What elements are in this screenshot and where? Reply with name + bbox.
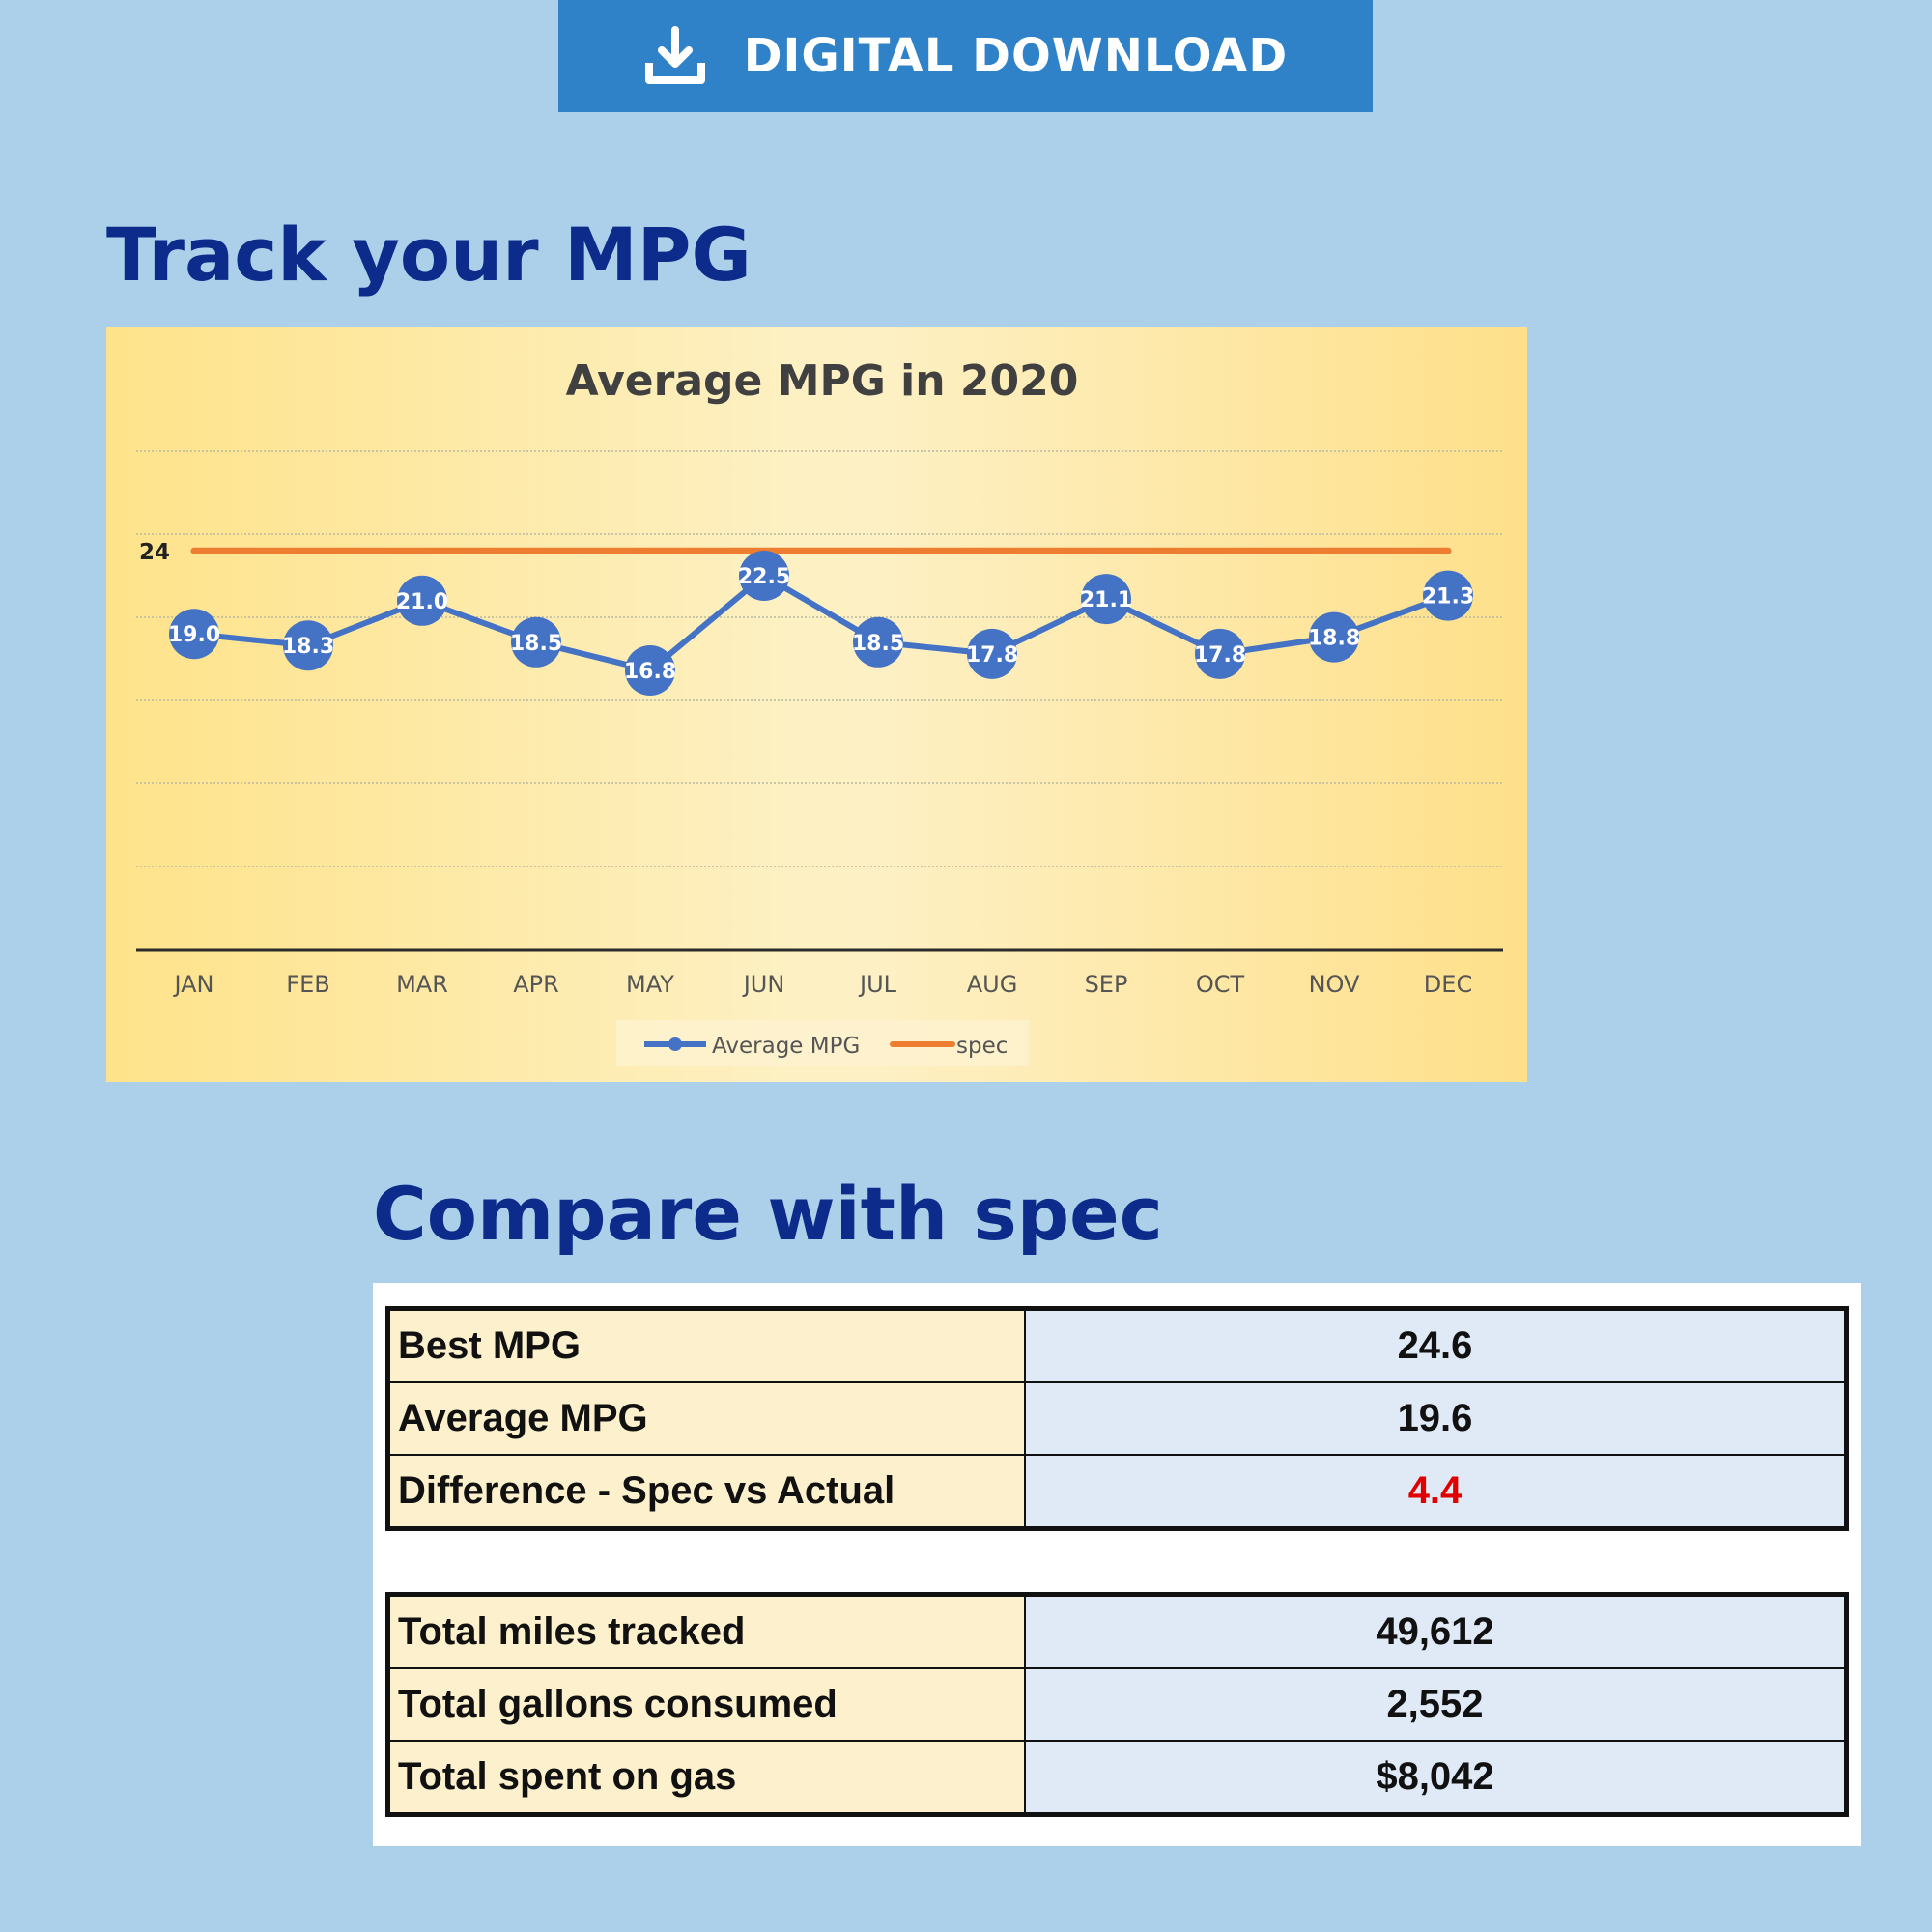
x-tick-label: MAY xyxy=(626,971,674,998)
x-tick-label: SEP xyxy=(1085,971,1128,998)
average-mpg-point xyxy=(853,616,903,668)
row-label: Total miles tracked xyxy=(386,1593,1026,1669)
table-row: Best MPG 24.6 xyxy=(386,1307,1848,1383)
row-label: Total gallons consumed xyxy=(386,1667,1026,1742)
average-mpg-point xyxy=(1309,611,1359,663)
average-mpg-data-label: 17.8 xyxy=(966,643,1018,668)
legend-spec-label: spec xyxy=(956,1034,1008,1059)
row-value: 19.6 xyxy=(1024,1381,1848,1456)
x-tick-label: NOV xyxy=(1309,971,1360,998)
x-tick-label: FEB xyxy=(286,971,329,998)
table-row: Difference - Spec vs Actual 4.4 xyxy=(386,1454,1848,1530)
table-row: Total miles tracked 49,612 xyxy=(386,1593,1848,1669)
average-mpg-point xyxy=(283,620,333,671)
compare-spec-heading: Compare with spec xyxy=(373,1171,1163,1257)
mpg-chart: Average MPG in 2020 JAN FEB MAR APR MAY JUN JUL… xyxy=(106,327,1527,1082)
average-mpg-point xyxy=(169,609,219,660)
average-mpg-data-label: 18.5 xyxy=(852,632,904,656)
legend-average-mpg-label: Average MPG xyxy=(712,1034,860,1059)
average-mpg-data-label: 22.5 xyxy=(738,565,790,589)
spec-data-label: 24 xyxy=(139,540,170,565)
x-tick-label: JAN xyxy=(172,971,213,998)
mpg-line-chart: Average MPG in 2020 JAN FEB MAR APR MAY JUN JUL… xyxy=(136,356,1503,1066)
row-label: Difference - Spec vs Actual xyxy=(386,1454,1026,1530)
average-mpg-point xyxy=(397,575,447,626)
table-row: Average MPG 19.6 xyxy=(386,1381,1848,1456)
average-mpg-point xyxy=(967,628,1017,679)
digital-download-button[interactable]: DIGITAL DOWNLOAD xyxy=(558,0,1373,112)
average-mpg-point xyxy=(1423,570,1473,621)
row-label: Average MPG xyxy=(386,1381,1026,1456)
table-row: Total gallons consumed 2,552 xyxy=(386,1667,1848,1742)
average-mpg-data-label: 19.0 xyxy=(168,623,220,647)
x-tick-label: APR xyxy=(513,971,559,998)
legend-average-mpg-marker xyxy=(668,1037,682,1051)
average-mpg-data-label: 21.0 xyxy=(396,590,448,614)
totals-table: Total miles tracked 49,612 Total gallons… xyxy=(385,1592,1849,1817)
row-label: Total spent on gas xyxy=(386,1740,1026,1816)
row-value: $8,042 xyxy=(1024,1740,1848,1816)
average-mpg-point xyxy=(625,645,675,696)
average-mpg-data-label: 18.8 xyxy=(1308,627,1360,651)
chart-title: Average MPG in 2020 xyxy=(566,356,1079,406)
x-tick-label: JUN xyxy=(742,971,785,998)
x-tick-label: OCT xyxy=(1196,971,1245,998)
average-mpg-data-label: 18.3 xyxy=(282,635,334,659)
average-mpg-data-label: 21.1 xyxy=(1080,588,1132,612)
download-icon xyxy=(644,26,705,84)
table-row: Total spent on gas $8,042 xyxy=(386,1740,1848,1816)
x-tick-label: JUL xyxy=(858,971,897,998)
row-value: 24.6 xyxy=(1024,1307,1848,1383)
digital-download-label: DIGITAL DOWNLOAD xyxy=(743,29,1289,83)
average-mpg-series-line xyxy=(193,573,1450,674)
x-tick-label: DEC xyxy=(1424,971,1472,998)
mpg-comparison-table: Best MPG 24.6 Average MPG 19.6 Differenc… xyxy=(385,1306,1849,1531)
x-tick-label: AUG xyxy=(967,971,1018,998)
track-mpg-heading: Track your MPG xyxy=(106,212,752,298)
average-mpg-data-label: 16.8 xyxy=(624,660,676,684)
row-value: 49,612 xyxy=(1024,1593,1848,1669)
average-mpg-point xyxy=(1195,628,1245,679)
average-mpg-point xyxy=(739,551,789,601)
average-mpg-point xyxy=(511,616,561,668)
average-mpg-data-label: 21.3 xyxy=(1422,585,1474,610)
average-mpg-point xyxy=(1081,574,1131,625)
row-value: 2,552 xyxy=(1024,1667,1848,1742)
average-mpg-data-label: 17.8 xyxy=(1194,643,1246,668)
row-label: Best MPG xyxy=(386,1307,1026,1383)
x-tick-label: MAR xyxy=(396,971,448,998)
stats-panel: Best MPG 24.6 Average MPG 19.6 Differenc… xyxy=(373,1283,1861,1846)
row-value-difference: 4.4 xyxy=(1024,1454,1848,1530)
average-mpg-data-label: 18.5 xyxy=(510,632,562,656)
